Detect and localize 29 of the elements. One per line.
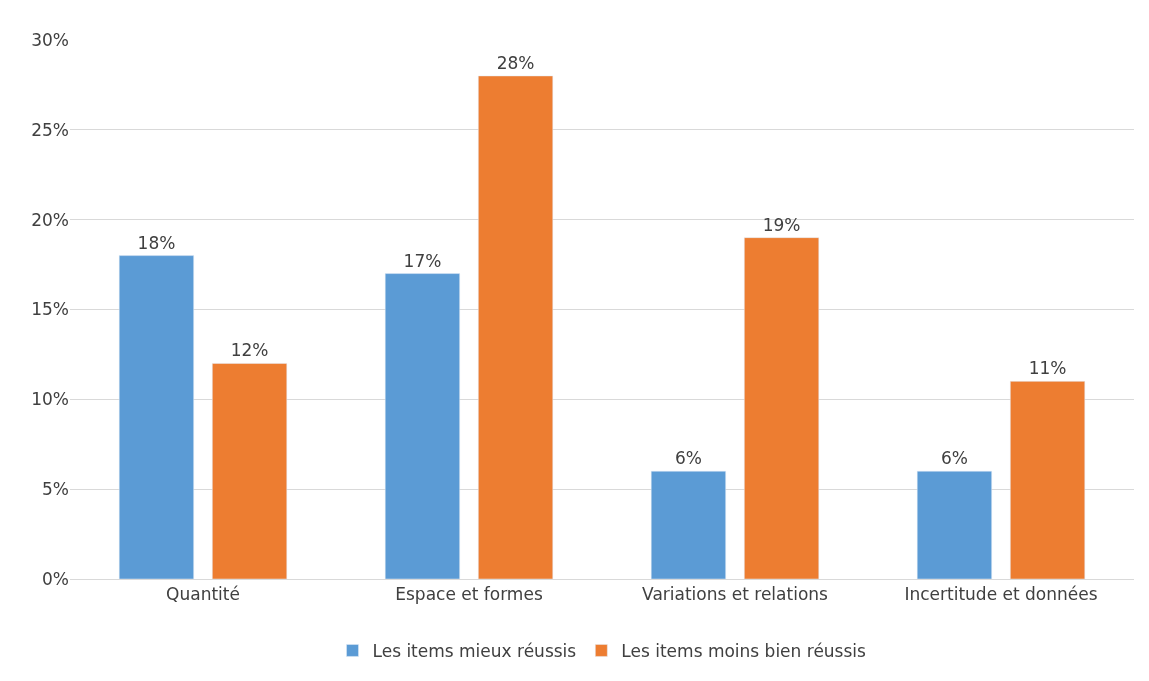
- bar: [212, 363, 288, 579]
- bar: [478, 75, 554, 579]
- bar: [118, 255, 194, 579]
- data-label: 28%: [496, 52, 535, 73]
- x-tick-label: Espace et formes: [395, 584, 543, 605]
- bar: [1010, 381, 1086, 579]
- bar: [744, 237, 820, 579]
- bar: [384, 273, 460, 579]
- bar: [650, 470, 726, 579]
- x-tick-label: Variations et relations: [642, 584, 829, 605]
- legend-label: Les items moins bien réussis: [621, 641, 867, 662]
- data-label: 11%: [1028, 358, 1067, 379]
- bar: [916, 470, 992, 579]
- y-tick-label: 30%: [31, 29, 69, 50]
- y-tick-label: 20%: [31, 209, 69, 230]
- data-label: 17%: [403, 250, 442, 271]
- legend-label: Les items mieux réussis: [372, 641, 577, 662]
- y-tick-label: 25%: [31, 119, 69, 140]
- data-label: 6%: [674, 448, 702, 469]
- data-label: 18%: [137, 232, 176, 253]
- x-tick-label: Quantité: [166, 584, 240, 605]
- y-tick-label: 0%: [42, 568, 69, 589]
- x-tick-label: Incertitude et données: [904, 584, 1098, 605]
- y-tick-label: 5%: [42, 479, 69, 500]
- data-label: 19%: [762, 214, 801, 235]
- y-tick-label: 15%: [31, 299, 69, 320]
- data-label: 12%: [230, 340, 269, 361]
- data-label: 6%: [940, 448, 968, 469]
- y-tick-label: 10%: [31, 389, 69, 410]
